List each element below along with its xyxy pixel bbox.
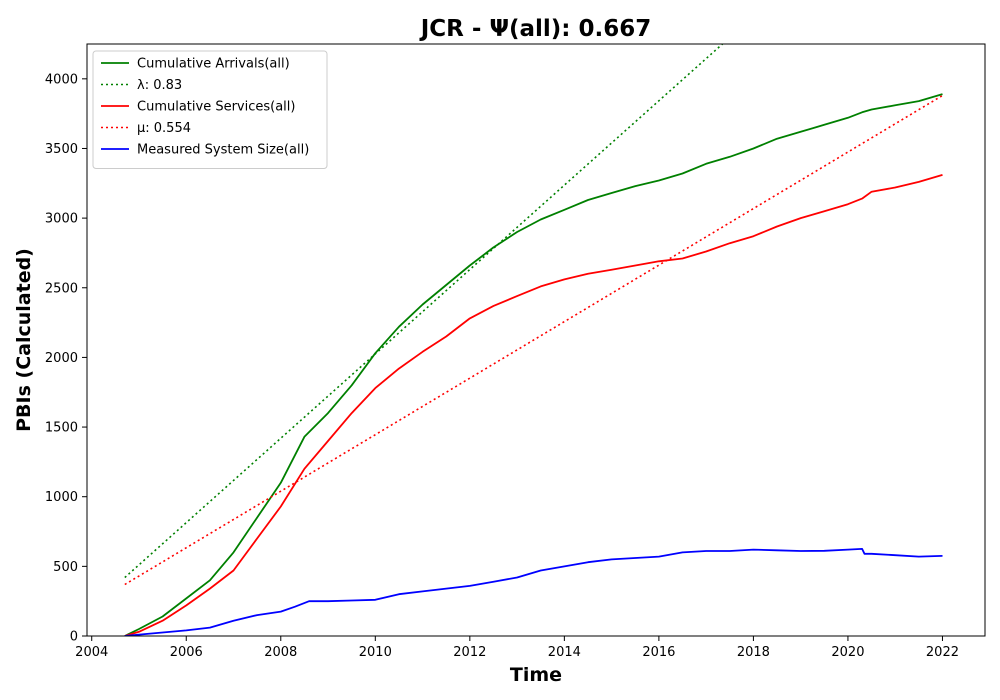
chart-title: JCR - Ψ(all): 0.667	[419, 16, 652, 42]
x-tick-label: 2006	[170, 645, 203, 660]
x-tick-label: 2020	[831, 645, 864, 660]
y-tick-label: 500	[53, 560, 78, 575]
y-tick-label: 1500	[45, 421, 78, 436]
y-tick-label: 3500	[45, 142, 78, 157]
series-line-3	[124, 94, 943, 586]
y-tick-label: 2500	[45, 281, 78, 296]
x-tick-label: 2004	[75, 645, 108, 660]
legend-label-3: μ: 0.554	[137, 121, 191, 136]
y-axis: 0 500 1000 1500 2000 2500 3000 3500 4000	[45, 72, 87, 645]
legend: Cumulative Arrivals(all) λ: 0.83 Cumulativ…	[92, 50, 328, 169]
x-tick-label: 2014	[548, 645, 581, 660]
legend-label-1: λ: 0.83	[137, 78, 182, 93]
x-tick-label: 2010	[359, 645, 392, 660]
series-layer	[124, 44, 943, 636]
x-tick-label: 2008	[264, 645, 297, 660]
y-tick-label: 4000	[45, 72, 78, 87]
y-axis-title: PBIs (Calculated)	[13, 248, 35, 432]
x-tick-label: 2012	[453, 645, 486, 660]
x-axis: 2004 2006 2008 2010 2012 2014 2016 2018 2020 2022	[75, 636, 959, 660]
y-tick-label: 3000	[45, 212, 78, 227]
legend-label-0: Cumulative Arrivals(all)	[137, 57, 290, 72]
y-tick-label: 1000	[45, 490, 78, 505]
series-line-2	[124, 174, 943, 636]
y-tick-label: 2000	[45, 351, 78, 366]
x-tick-label: 2022	[926, 645, 959, 660]
series-line-4	[124, 548, 943, 636]
legend-box	[92, 50, 328, 169]
y-tick-label: 0	[70, 630, 78, 645]
legend-label-4: Measured System Size(all)	[137, 143, 309, 158]
x-axis-title: Time	[510, 664, 562, 686]
plot-frame	[86, 43, 986, 637]
x-tick-label: 2018	[737, 645, 770, 660]
series-line-0	[124, 93, 943, 636]
x-tick-label: 2016	[642, 645, 675, 660]
legend-label-2: Cumulative Services(all)	[137, 100, 295, 115]
